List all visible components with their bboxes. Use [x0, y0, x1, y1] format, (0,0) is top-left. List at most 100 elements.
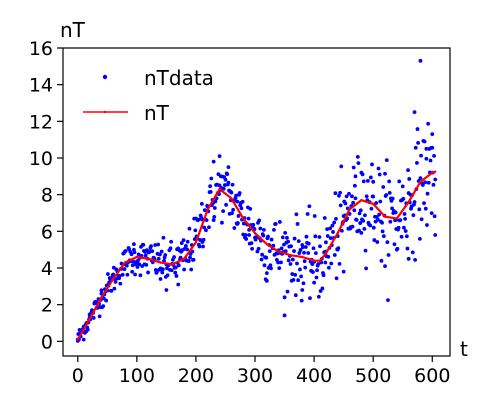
nTdata-point — [91, 316, 96, 320]
nTdata-point — [279, 246, 284, 251]
nTdata-point — [386, 253, 391, 257]
legend-nTdata-marker — [102, 74, 108, 80]
nTdata-point — [211, 218, 216, 222]
nTdata-point — [412, 110, 417, 115]
nTdata-point — [386, 298, 390, 303]
nTdata-point — [306, 251, 311, 255]
nTdata-point — [143, 253, 148, 258]
nTdata-point — [299, 274, 304, 279]
axes: 0 100 200 300 400 500 600 0 2 4 6 8 10 12 14 16 — [29, 38, 451, 387]
nTdata-point — [353, 174, 358, 179]
nTdata-point — [169, 268, 174, 273]
nTdata-point — [266, 234, 270, 239]
nTdata-point — [256, 246, 261, 251]
nTdata-point — [173, 270, 178, 275]
nT-line-marker — [253, 231, 257, 235]
nT-line-marker — [147, 257, 150, 261]
nTdata-point — [318, 244, 322, 249]
nTdata-point — [392, 242, 397, 247]
nTdata-point — [212, 214, 217, 219]
nTdata-point — [178, 255, 183, 260]
nTdata-point — [337, 193, 341, 198]
nTdata-point — [187, 226, 192, 231]
nTdata-point — [305, 212, 310, 216]
nTdata-point — [118, 281, 123, 286]
nT-line-marker — [431, 171, 434, 174]
legend-nTdata-label: nTdata — [144, 66, 214, 90]
nTdata-point — [371, 194, 376, 199]
nTdata-point — [413, 257, 418, 262]
plot-area — [75, 58, 438, 343]
nTdata-point — [156, 242, 161, 247]
nTdata-point — [222, 183, 227, 187]
nTdata-point — [282, 295, 287, 300]
nTdata-point — [231, 207, 236, 212]
nTdata-point — [415, 127, 420, 131]
nTdata-point — [301, 281, 306, 286]
nTdata-point — [372, 238, 377, 242]
nTdata-point — [325, 234, 330, 238]
nTdata-point — [297, 251, 302, 255]
nTdata-point — [370, 162, 374, 167]
nTdata-point — [135, 265, 140, 269]
nTdata-point — [201, 237, 206, 242]
x-tick-label: 400 — [296, 365, 332, 387]
nTdata-point — [402, 225, 406, 230]
nTdata-point — [279, 260, 283, 265]
nTdata-point — [401, 196, 406, 201]
x-tick-label: 0 — [72, 365, 84, 387]
nTdata-point — [412, 200, 417, 204]
nTdata-point — [422, 139, 427, 144]
nTdata-point — [326, 254, 331, 259]
nTdata-point — [292, 249, 296, 253]
nTdata-point — [357, 228, 361, 233]
nTdata-point — [165, 273, 170, 278]
nTdata-point — [368, 175, 373, 180]
nTdata-point — [328, 236, 333, 241]
nTdata-point — [422, 201, 426, 206]
nTdata-point — [247, 228, 252, 232]
nTdata-point — [351, 200, 355, 205]
nTdata-point — [430, 145, 435, 150]
nT-line-marker — [407, 200, 410, 204]
nTdata-point — [141, 242, 146, 247]
nTdata-point — [212, 206, 217, 210]
nT-line-marker — [100, 296, 103, 299]
nT-line-marker — [301, 255, 304, 259]
nTdata-point — [204, 218, 209, 223]
nTdata-point — [428, 158, 433, 163]
nTdata-point — [419, 153, 423, 158]
nTdata-point — [163, 253, 168, 257]
nTdata-point — [224, 202, 228, 207]
nTdata-point — [133, 272, 137, 277]
nTdata-point — [261, 227, 266, 232]
nTdata-point — [358, 208, 363, 213]
nTdata-point — [292, 236, 297, 241]
nTdata-point — [234, 193, 239, 198]
nTdata-point — [282, 313, 287, 318]
nTdata-point — [109, 288, 114, 293]
nTdata-point — [240, 199, 245, 204]
nT-line-marker — [76, 338, 79, 341]
nTdata-point — [380, 220, 384, 225]
nTdata-point — [165, 266, 169, 271]
nTdata-point — [191, 257, 196, 262]
nTdata-point — [202, 225, 207, 230]
nTdata-point — [101, 296, 106, 301]
nTdata-point — [221, 209, 226, 214]
nTdata-point — [431, 182, 436, 187]
nTdata-point — [433, 233, 438, 237]
nTdata-point — [356, 161, 361, 166]
legend-nT-label: nT — [144, 101, 170, 125]
nTdata-point — [158, 277, 163, 281]
nTdata-point — [407, 177, 412, 181]
nTdata-point — [307, 204, 312, 209]
nTdata-point — [381, 185, 386, 189]
nTdata-point — [146, 270, 150, 275]
nTdata-point — [269, 237, 274, 242]
nTdata-point — [380, 229, 385, 234]
nTdata-point — [359, 170, 364, 175]
nTdata-point — [324, 240, 328, 245]
nTdata-point — [376, 217, 380, 222]
nTdata-point — [244, 237, 249, 241]
